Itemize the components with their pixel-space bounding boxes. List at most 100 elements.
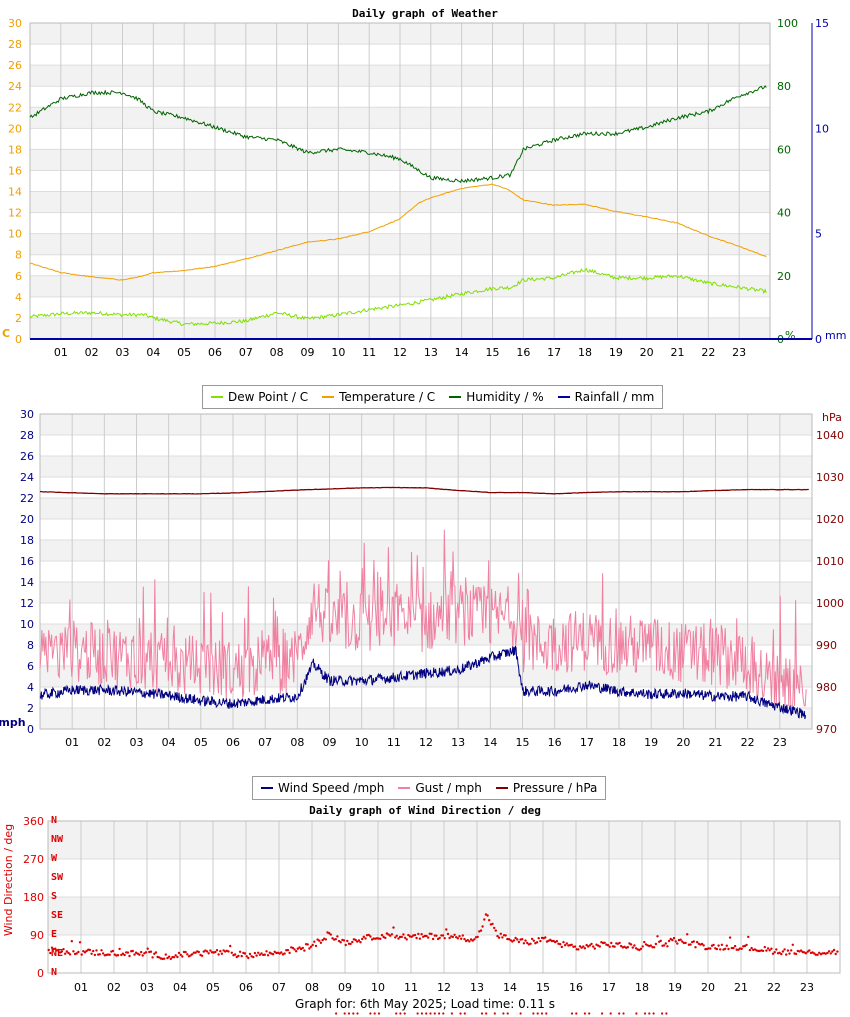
direction-point (765, 949, 768, 952)
direction-overflow-point (493, 1012, 496, 1015)
direction-point (473, 938, 476, 941)
weather-x-tick: 17 (547, 346, 561, 359)
direction-point (169, 957, 172, 961)
weather-x-tick: 18 (578, 346, 592, 359)
direction-point (712, 943, 715, 947)
legend-gust-label: Gust / mph (415, 781, 482, 795)
direction-point (483, 918, 486, 921)
direction-point (255, 954, 258, 957)
wind-y-left-tick: 30 (20, 408, 34, 421)
direction-point (331, 937, 334, 940)
wind-y-left-tick: 20 (20, 513, 34, 526)
weather-y-left-label: C (2, 327, 10, 340)
direction-point (400, 935, 403, 939)
direction-point (311, 943, 314, 947)
direction-point (215, 949, 219, 952)
direction-point (186, 953, 189, 956)
direction-point (662, 944, 666, 947)
wind-x-tick: 23 (773, 736, 787, 749)
direction-point (724, 947, 727, 950)
direction-point (291, 946, 295, 950)
weather-x-tick: 12 (393, 346, 407, 359)
weather-x-tick: 19 (609, 346, 623, 359)
direction-point (695, 940, 699, 944)
direction-point (354, 938, 357, 942)
direction-point (324, 938, 328, 941)
direction-point (415, 936, 418, 940)
direction-point (664, 942, 667, 945)
direction-point (116, 954, 120, 957)
direction-point (417, 932, 420, 936)
direction-point (829, 952, 832, 955)
direction-point (702, 944, 705, 947)
direction-point (357, 939, 361, 942)
direction-overflow-point (661, 1012, 664, 1015)
direction-point (700, 942, 704, 946)
direction-point (826, 951, 829, 955)
compass-label: N (51, 815, 57, 826)
temperature-line (29, 183, 767, 281)
direction-point (273, 950, 276, 953)
legend-dew-point-label: Dew Point / C (228, 390, 309, 404)
compass-label: SW (51, 872, 64, 883)
direction-point (748, 948, 752, 952)
direction-overflow-point (347, 1012, 351, 1015)
direction-point (562, 941, 565, 944)
direction-point (441, 934, 445, 937)
legend-dew-point: Dew Point / C (211, 390, 308, 404)
direction-point (88, 948, 92, 952)
direction-point (735, 948, 738, 951)
direction-point (364, 937, 367, 940)
weather-y-left-tick: 30 (8, 17, 22, 30)
direction-point (418, 937, 422, 940)
direction-point (176, 955, 179, 959)
direction-overflow-point (420, 1012, 423, 1015)
wind-x-tick: 22 (741, 736, 755, 749)
direction-overflow-point (416, 1012, 419, 1015)
direction-point (593, 947, 596, 950)
direction-point (286, 948, 290, 952)
direction-point (138, 953, 141, 956)
compass-label: NW (51, 834, 64, 845)
direction-point (384, 936, 387, 940)
direction-point (313, 940, 316, 943)
wind-y-left-tick: 8 (27, 639, 34, 652)
direction-point (90, 952, 93, 955)
direction-point (559, 943, 562, 946)
direction-point (385, 932, 389, 935)
direction-point (497, 936, 501, 939)
pressure-line (39, 486, 809, 495)
direction-point (603, 941, 606, 944)
weather-x-tick: 11 (362, 346, 376, 359)
direction-point (771, 952, 775, 955)
direction-point (398, 935, 402, 939)
weather-y-left-tick: 6 (15, 270, 22, 283)
direction-point (101, 952, 105, 955)
legend-temperature: Temperature / C (322, 390, 435, 404)
direction-point (413, 933, 417, 937)
direction-point (641, 945, 644, 948)
direction-overflow-point (459, 1012, 462, 1015)
direction-overflow-point (433, 1012, 436, 1015)
direction-point (766, 947, 770, 950)
wind-y-left-tick: 2 (27, 702, 34, 715)
direction-point (671, 938, 674, 942)
direction-point (149, 950, 153, 953)
direction-point (679, 938, 682, 941)
direction-point (631, 946, 634, 949)
legend-pressure-label: Pressure / hPa (512, 781, 598, 795)
weather-y-right-rain-tick: 0 (815, 333, 822, 346)
direction-point (494, 929, 497, 932)
wind-x-tick: 20 (676, 736, 690, 749)
direction-point (346, 939, 349, 943)
direction-point (420, 933, 423, 936)
direction-point (514, 936, 517, 940)
direction-point (654, 942, 658, 946)
direction-point (692, 940, 695, 943)
direction-overflow-point (648, 1012, 651, 1015)
weather-x-tick: 22 (701, 346, 715, 359)
direction-point (448, 936, 451, 940)
weather-x-tick: 07 (239, 346, 253, 359)
direction-overflow-point (463, 1012, 466, 1015)
direction-point (191, 953, 194, 956)
